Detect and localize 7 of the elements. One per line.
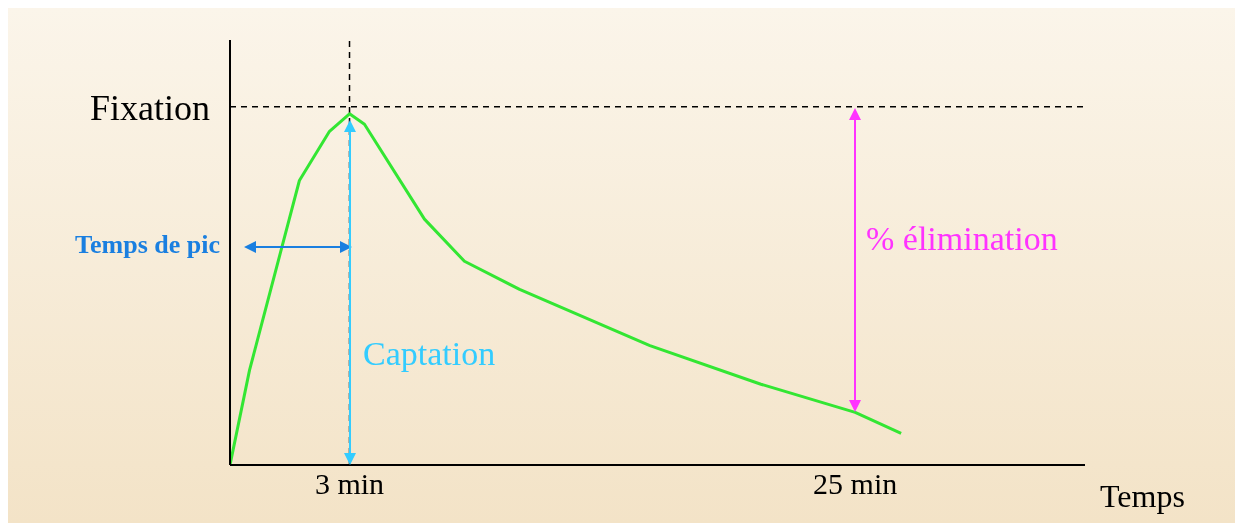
annotation: Captation <box>363 335 496 373</box>
ref-line-label: Fixation <box>89 87 210 128</box>
annotation: % élimination <box>866 220 1058 258</box>
x-tick-label: 3 min <box>314 467 385 501</box>
x-tick-label: 25 min <box>813 467 898 501</box>
text: Temps de pic <box>74 230 220 260</box>
x-axis-title: Temps <box>1100 478 1185 515</box>
